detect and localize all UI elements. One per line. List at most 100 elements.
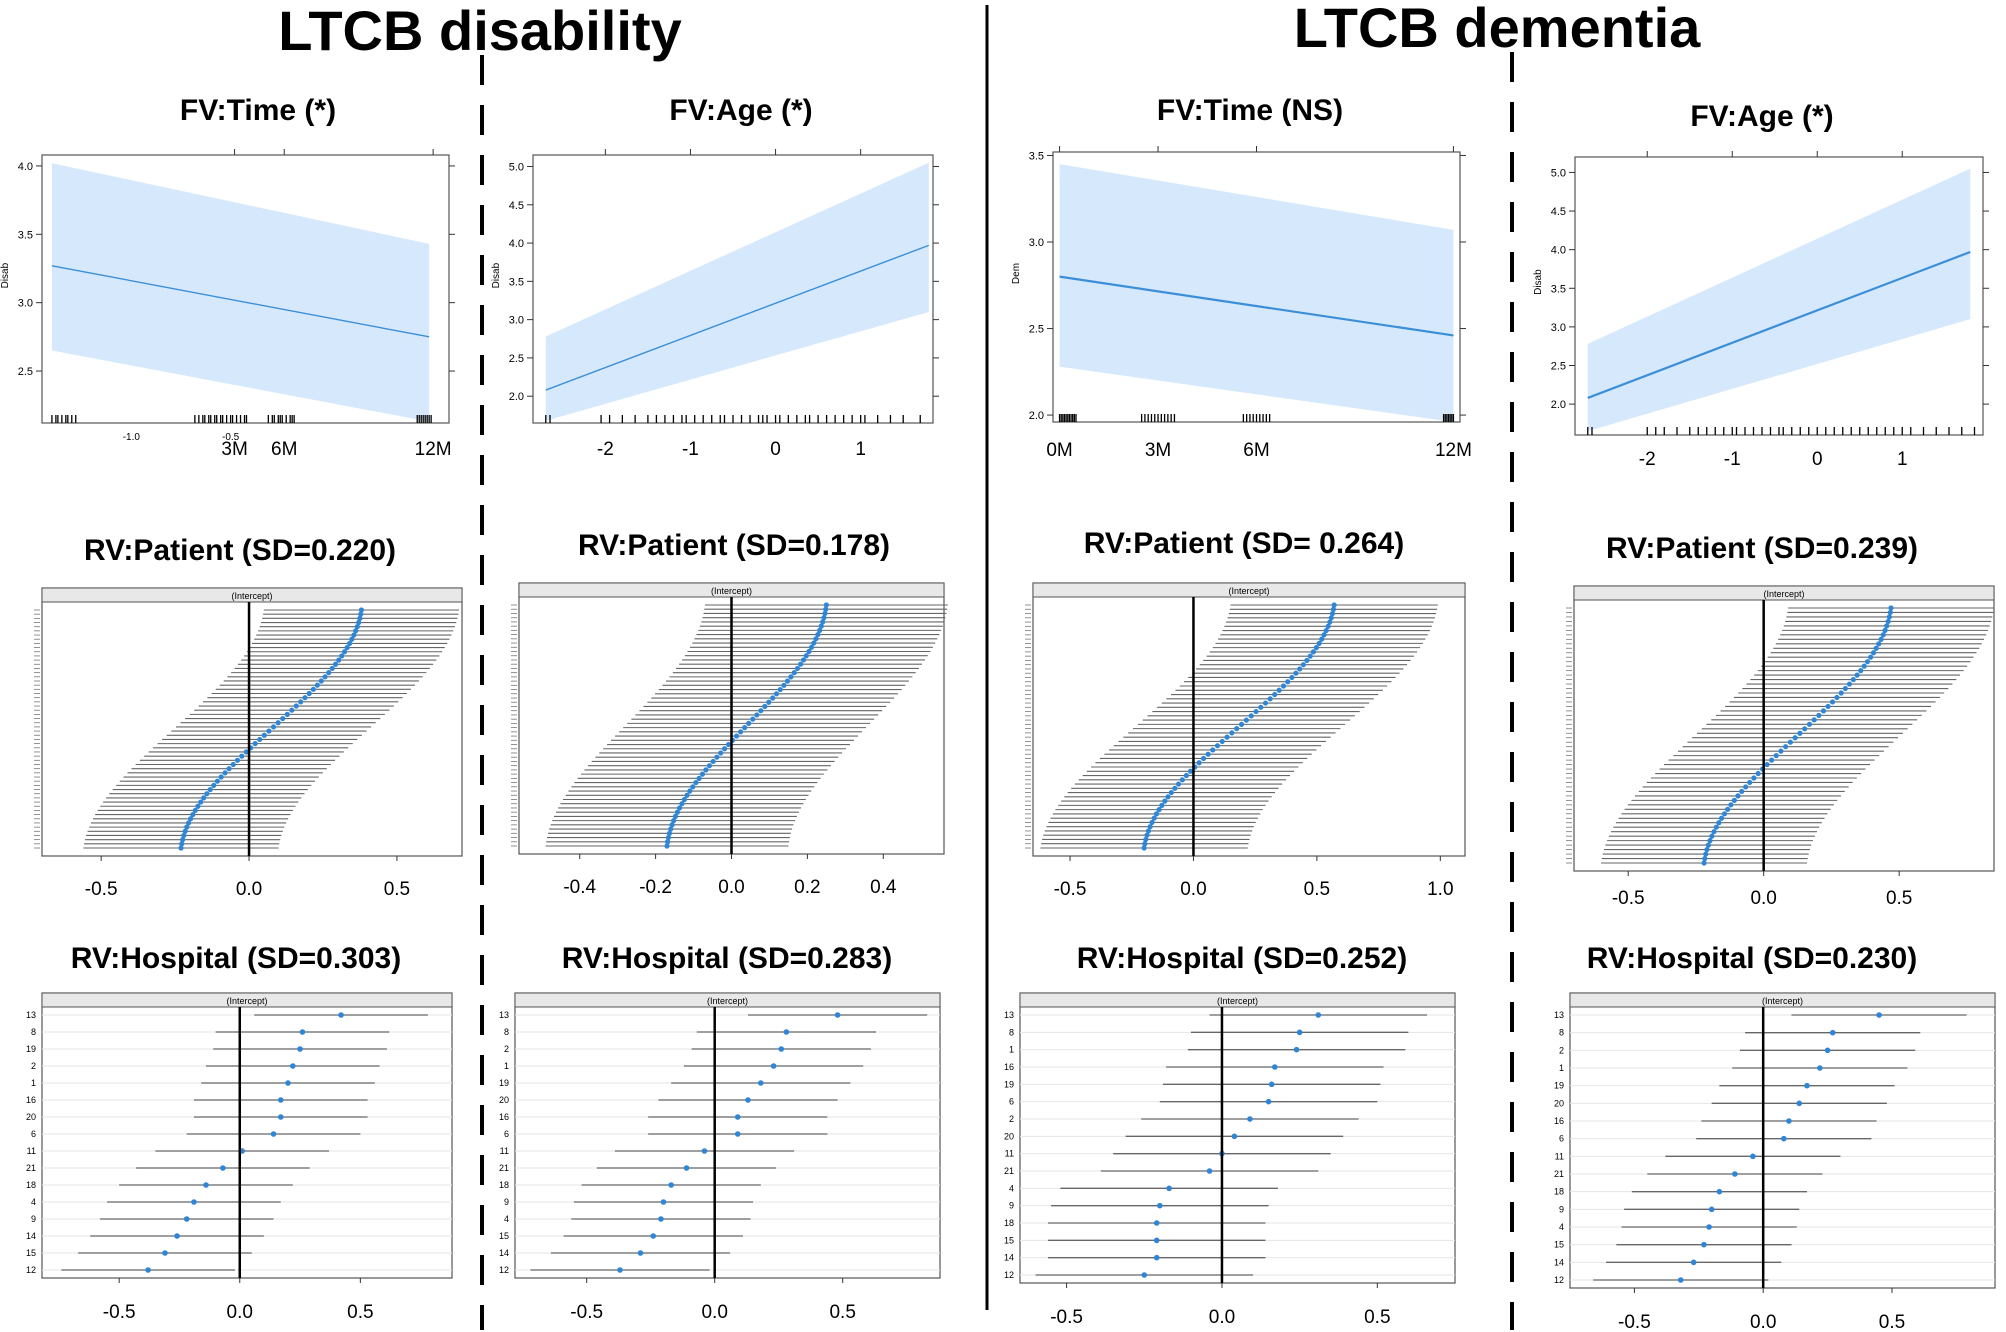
- strip-label: (Intercept): [1228, 586, 1269, 596]
- y-tick-label: 4.0: [1551, 245, 1566, 257]
- estimate-dot: [668, 1182, 674, 1188]
- x-tick-label: 0.0: [1180, 879, 1206, 900]
- estimate-dot: [1179, 777, 1185, 783]
- estimate-dot: [184, 824, 190, 830]
- estimate-dot: [721, 746, 728, 752]
- estimate-dot: [784, 678, 791, 684]
- row-label: 15: [26, 1248, 36, 1258]
- row-label: 16: [26, 1095, 36, 1105]
- estimate-dot: [666, 830, 673, 836]
- estimate-dot: [1196, 760, 1202, 766]
- estimate-dot: [1296, 1029, 1303, 1036]
- chart-panel-0: 2.5 3.0 3.5 4.0 Disab -1.0 -0.53M 6M 12M: [0, 149, 455, 460]
- estimate-dot: [1706, 1224, 1712, 1230]
- estimate-dot: [179, 841, 185, 847]
- estimate-dot: [1796, 1100, 1803, 1107]
- x-tick-label: 0.5: [347, 1302, 373, 1323]
- row-label: 14: [1554, 1257, 1564, 1267]
- chart-panel-2: 2.0 2.5 3.0 3.5 Dem 0M 3M 6M 12M: [1011, 146, 1472, 461]
- estimate-dot: [1842, 685, 1848, 692]
- row-label: 14: [1004, 1253, 1014, 1263]
- estimate-dot: [725, 741, 732, 748]
- estimate-dot: [637, 1250, 644, 1256]
- estimate-dot: [1165, 794, 1171, 800]
- row-label: 19: [499, 1078, 509, 1088]
- estimate-dot: [683, 1165, 690, 1171]
- estimate-dot: [806, 648, 812, 655]
- estimate-dot: [298, 699, 304, 705]
- row-label: 1: [31, 1078, 36, 1088]
- estimate-dot: [788, 674, 794, 680]
- row-label: 12: [26, 1265, 36, 1275]
- estimate-dot: [674, 809, 681, 815]
- estimate-dot: [1153, 1237, 1160, 1244]
- estimate-dot: [1297, 666, 1303, 672]
- strip-header: [1573, 585, 1995, 601]
- estimate-dot: [1304, 657, 1310, 664]
- x-tick-label: 6M: [271, 439, 297, 460]
- estimate-dot: [1319, 636, 1325, 642]
- estimate-dot: [174, 1233, 180, 1239]
- strip-label: (Intercept): [1762, 996, 1803, 1006]
- x-tick-label: 0.2: [794, 877, 820, 898]
- x-tick-label: 1.0: [1427, 879, 1453, 900]
- estimate-dot: [834, 1012, 841, 1018]
- estimate-dot: [1868, 654, 1874, 660]
- row-label: 4: [1559, 1222, 1564, 1232]
- estimate-dot: [290, 1063, 296, 1069]
- estimate-dot: [1300, 662, 1306, 668]
- confidence-band: [545, 162, 929, 421]
- x-tick-label: 0.0: [701, 1302, 727, 1323]
- estimate-dot: [1328, 615, 1334, 621]
- estimate-dot: [1677, 1277, 1684, 1283]
- estimate-dot: [357, 615, 363, 621]
- row-label: 11: [1005, 1149, 1014, 1159]
- estimate-dot: [1267, 696, 1273, 702]
- row-label: 11: [27, 1146, 36, 1156]
- y-tick-label: 4.5: [1551, 206, 1566, 218]
- estimate-dot: [1704, 846, 1710, 853]
- chart-panel-11: (Intercept)13821192016611211894151412-0.…: [1554, 992, 1996, 1332]
- x-tick-label: -0.5: [570, 1302, 603, 1323]
- row-label: 20: [26, 1112, 36, 1122]
- row-label: 19: [1004, 1079, 1014, 1089]
- estimate-dot: [277, 1097, 284, 1103]
- y-tick-label: 2.5: [18, 366, 33, 378]
- row-label: 9: [504, 1197, 509, 1207]
- estimate-dot: [679, 801, 685, 807]
- estimate-dot: [1205, 751, 1211, 757]
- estimate-dot: [1701, 1241, 1707, 1248]
- row-label: 11: [1555, 1151, 1564, 1161]
- estimate-dot: [1728, 802, 1734, 808]
- estimate-dot: [1876, 641, 1882, 647]
- estimate-dot: [1876, 1012, 1882, 1018]
- estimate-dot: [1141, 1272, 1148, 1278]
- estimate-dot: [230, 761, 236, 768]
- panel-title-rv-patient-disability-age: RV:Patient (SD=0.178): [578, 529, 890, 562]
- estimate-dot: [1887, 609, 1893, 616]
- estimate-dot: [180, 837, 186, 843]
- estimate-dot: [737, 729, 744, 735]
- estimate-dot: [758, 708, 764, 714]
- x-tick-label: -1: [682, 439, 699, 460]
- y-tick-label: 5.0: [509, 161, 524, 173]
- y-tick-label: 3.5: [1029, 150, 1044, 162]
- estimate-dot: [314, 682, 320, 688]
- x-tick-label: -0.5: [85, 879, 118, 900]
- estimate-dot: [293, 703, 299, 709]
- row-label: 18: [1554, 1187, 1564, 1197]
- chart-panel-4: (Intercept) -0.5 0.0 0.5: [34, 587, 463, 900]
- row-label: 12: [1554, 1275, 1564, 1285]
- x-tick-label: 0: [770, 439, 781, 460]
- estimate-dot: [239, 753, 245, 759]
- estimate-dot: [145, 1267, 151, 1273]
- row-label: 2: [31, 1061, 36, 1071]
- y-tick-label: 4.5: [509, 200, 524, 212]
- estimate-dot: [817, 627, 823, 633]
- x-tick-label: 12M: [415, 439, 452, 460]
- strip-label: (Intercept): [707, 996, 748, 1006]
- estimate-dot: [275, 720, 281, 726]
- estimate-dot: [336, 657, 342, 663]
- estimate-dot: [257, 736, 263, 743]
